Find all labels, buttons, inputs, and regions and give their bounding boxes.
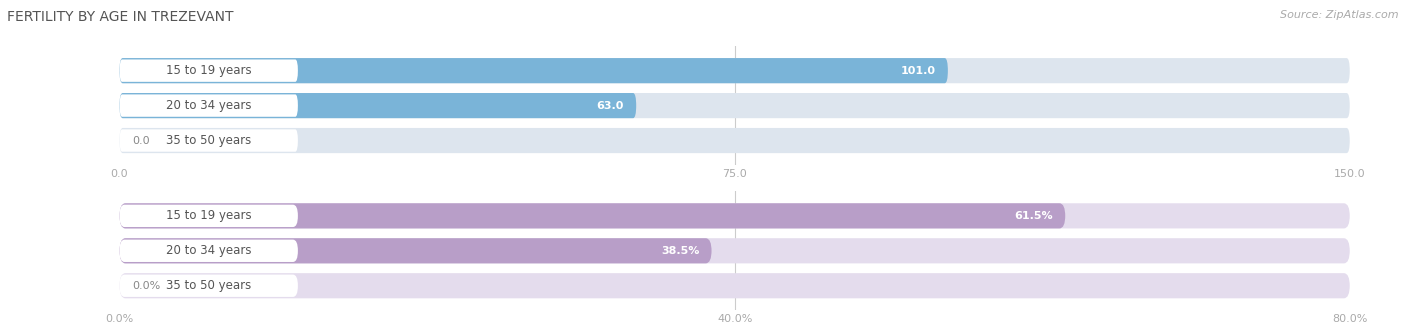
FancyBboxPatch shape (120, 59, 298, 82)
FancyBboxPatch shape (120, 94, 298, 117)
FancyBboxPatch shape (120, 128, 1350, 153)
FancyBboxPatch shape (120, 275, 298, 297)
FancyBboxPatch shape (120, 205, 298, 227)
FancyBboxPatch shape (120, 203, 1066, 228)
Text: 20 to 34 years: 20 to 34 years (166, 99, 252, 112)
FancyBboxPatch shape (120, 273, 1350, 298)
FancyBboxPatch shape (120, 93, 637, 118)
FancyBboxPatch shape (120, 58, 1350, 83)
Text: 0.0%: 0.0% (132, 281, 160, 291)
Text: 38.5%: 38.5% (661, 246, 699, 256)
FancyBboxPatch shape (120, 238, 711, 263)
FancyBboxPatch shape (120, 58, 948, 83)
Text: 35 to 50 years: 35 to 50 years (166, 134, 252, 147)
Text: 101.0: 101.0 (901, 66, 935, 76)
Text: 15 to 19 years: 15 to 19 years (166, 209, 252, 222)
Text: 61.5%: 61.5% (1014, 211, 1053, 221)
Text: 20 to 34 years: 20 to 34 years (166, 244, 252, 257)
Text: 0.0: 0.0 (132, 136, 149, 146)
Text: FERTILITY BY AGE IN TREZEVANT: FERTILITY BY AGE IN TREZEVANT (7, 10, 233, 24)
FancyBboxPatch shape (120, 240, 298, 262)
Text: 35 to 50 years: 35 to 50 years (166, 279, 252, 292)
FancyBboxPatch shape (120, 93, 1350, 118)
FancyBboxPatch shape (120, 238, 1350, 263)
FancyBboxPatch shape (120, 129, 298, 152)
FancyBboxPatch shape (120, 203, 1350, 228)
Text: 15 to 19 years: 15 to 19 years (166, 64, 252, 77)
Text: 63.0: 63.0 (596, 101, 624, 111)
Text: Source: ZipAtlas.com: Source: ZipAtlas.com (1281, 10, 1399, 20)
